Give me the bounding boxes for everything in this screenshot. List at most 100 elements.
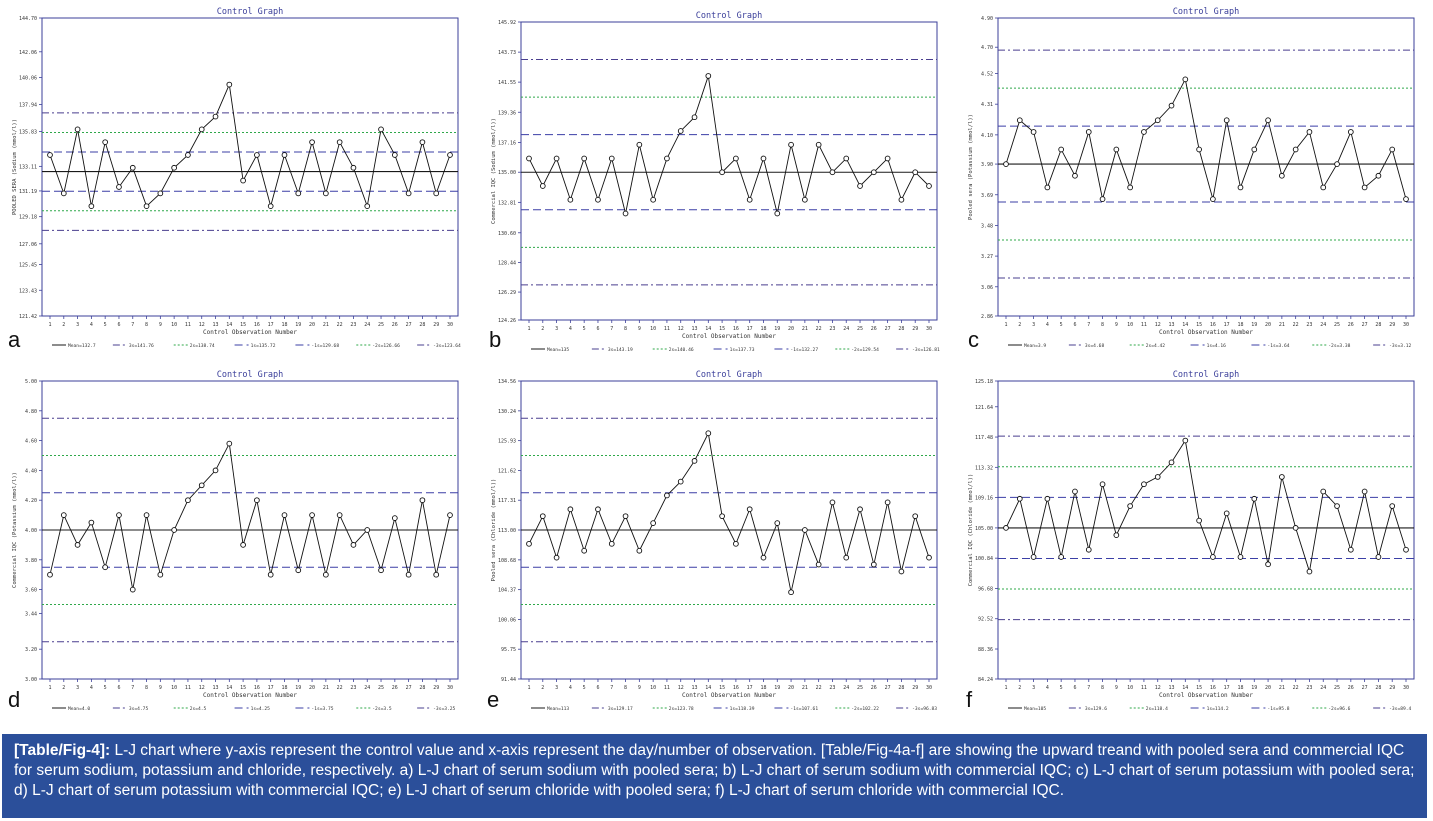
y-tick-label: 128.44 — [498, 260, 516, 266]
data-point — [1210, 554, 1216, 560]
data-point — [526, 155, 532, 162]
x-tick-label: 10 — [171, 322, 177, 328]
data-point — [267, 203, 274, 210]
legend-entry: -2s=3.5 — [372, 706, 392, 712]
legend-entry: 2s=123.78 — [669, 706, 694, 712]
x-tick-label: 24 — [843, 685, 849, 691]
x-tick-label: 28 — [898, 326, 904, 332]
y-tick-label: 105.00 — [975, 526, 993, 532]
x-tick-label: 19 — [1251, 322, 1257, 328]
legend-entry: -1s=3.75 — [311, 706, 333, 712]
x-tick-label: 25 — [857, 685, 863, 691]
legend-entry: 2s=4.5 — [190, 706, 207, 712]
x-axis-label: Control Observation Number — [682, 333, 776, 340]
x-tick-label: 28 — [898, 685, 904, 691]
x-tick-label: 24 — [1320, 685, 1326, 691]
x-tick-label: 25 — [378, 685, 384, 691]
x-tick-label: 24 — [1320, 322, 1326, 328]
y-tick-label: 100.84 — [975, 556, 993, 562]
y-tick-label: 3.27 — [981, 254, 993, 260]
data-series-line — [49, 442, 451, 590]
x-tick-label: 11 — [664, 685, 670, 691]
x-tick-label: 26 — [871, 326, 877, 332]
x-tick-label: 1 — [1004, 322, 1007, 328]
x-tick-label: 4 — [569, 685, 572, 691]
x-tick-label: 21 — [802, 326, 808, 332]
x-tick-label: 2 — [541, 685, 544, 691]
data-point — [1196, 146, 1202, 153]
x-tick-label: 2 — [541, 326, 544, 332]
x-tick-label: 19 — [1251, 685, 1257, 691]
data-series-line — [1005, 78, 1407, 200]
x-tick-label: 18 — [281, 685, 287, 691]
x-tick-label: 16 — [1210, 322, 1216, 328]
legend-entry: 1s=114.2 — [1207, 706, 1229, 712]
x-tick-label: 30 — [1403, 322, 1409, 328]
x-tick-label: 13 — [1169, 685, 1175, 691]
y-tick-label: 5.00 — [25, 379, 37, 385]
x-tick-label: 22 — [816, 326, 822, 332]
figure-caption: [Table/Fig-4]: L-J chart where y-axis re… — [2, 734, 1427, 818]
data-point — [608, 540, 615, 547]
y-tick-label: 113.32 — [975, 465, 993, 471]
x-tick-label: 6 — [596, 326, 599, 332]
x-tick-label: 28 — [419, 322, 425, 328]
caption-lead: [Table/Fig-4]: — [14, 742, 111, 759]
data-point — [47, 571, 53, 578]
panel-letter-e: e — [487, 687, 500, 712]
data-point — [595, 506, 601, 513]
data-point — [705, 73, 712, 79]
x-tick-label: 3 — [76, 685, 79, 691]
legend-entry: -3s=123.64 — [433, 343, 461, 349]
y-tick-label: 121.64 — [975, 405, 993, 411]
plot-frame — [997, 380, 1415, 680]
y-tick-label: 95.75 — [501, 647, 516, 653]
data-point — [774, 520, 781, 526]
y-tick-label: 4.10 — [981, 133, 993, 139]
y-tick-label: 3.00 — [25, 677, 37, 683]
x-tick-label: 8 — [1101, 322, 1104, 328]
y-tick-label: 137.16 — [498, 141, 516, 147]
x-tick-label: 25 — [1334, 322, 1340, 328]
x-tick-label: 14 — [1182, 322, 1188, 328]
data-point — [1044, 495, 1051, 502]
data-point — [405, 571, 412, 578]
y-tick-label: 123.43 — [19, 288, 37, 294]
data-point — [1361, 184, 1368, 191]
x-tick-label: 1 — [527, 326, 530, 332]
data-point — [1113, 146, 1120, 153]
data-point — [419, 139, 426, 146]
x-tick-label: 27 — [885, 326, 891, 332]
data-point — [553, 155, 560, 162]
y-tick-label: 91.44 — [501, 677, 516, 683]
data-point — [116, 512, 122, 518]
data-point — [691, 114, 698, 121]
y-tick-label: 4.90 — [981, 16, 993, 22]
data-point — [240, 542, 246, 548]
legend-entry: -1s=129.68 — [311, 343, 339, 349]
x-tick-label: 9 — [1115, 322, 1118, 328]
legend-entry: -3s=3.25 — [433, 706, 455, 712]
y-tick-label: 131.19 — [19, 189, 37, 195]
x-tick-label: 23 — [350, 322, 356, 328]
x-tick-label: 24 — [364, 322, 370, 328]
x-tick-label: 18 — [1237, 322, 1243, 328]
data-point — [433, 190, 440, 197]
x-tick-label: 4 — [1046, 685, 1049, 691]
data-point — [364, 203, 371, 210]
legend-entry: -1s=95.8 — [1267, 706, 1289, 712]
x-tick-label: 17 — [1224, 685, 1230, 691]
x-tick-label: 10 — [1127, 322, 1133, 328]
plot-frame — [997, 17, 1415, 317]
data-point — [212, 113, 219, 120]
data-point — [760, 554, 767, 561]
y-tick-label: 135.00 — [498, 170, 516, 176]
data-point — [1279, 172, 1285, 179]
data-point — [664, 155, 670, 162]
data-point — [870, 169, 877, 176]
y-tick-label: 3.60 — [25, 588, 37, 594]
data-point — [1389, 503, 1396, 509]
panel-letter-f: f — [966, 687, 973, 712]
x-tick-label: 26 — [1348, 322, 1354, 328]
data-point — [788, 589, 794, 596]
